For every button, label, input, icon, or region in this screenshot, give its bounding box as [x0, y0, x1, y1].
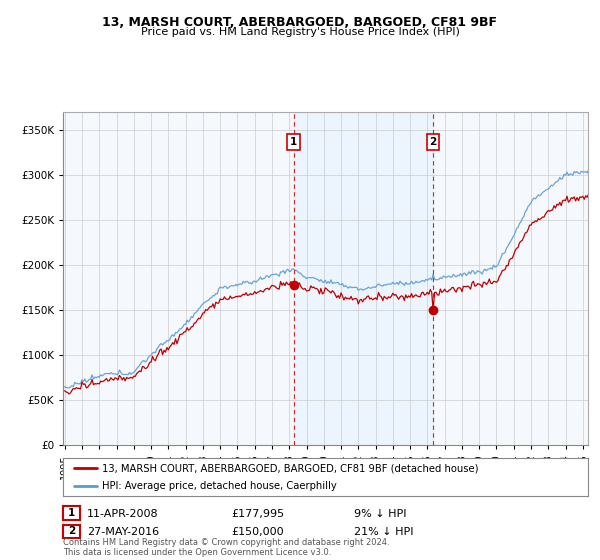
Text: 2: 2 — [68, 526, 75, 536]
Text: 2: 2 — [430, 137, 437, 147]
Text: 1: 1 — [68, 508, 75, 518]
Text: 21% ↓ HPI: 21% ↓ HPI — [354, 527, 413, 537]
Text: 13, MARSH COURT, ABERBARGOED, BARGOED, CF81 9BF: 13, MARSH COURT, ABERBARGOED, BARGOED, C… — [103, 16, 497, 29]
Text: Price paid vs. HM Land Registry's House Price Index (HPI): Price paid vs. HM Land Registry's House … — [140, 27, 460, 37]
Bar — [293, 112, 433, 445]
Text: Contains HM Land Registry data © Crown copyright and database right 2024.
This d: Contains HM Land Registry data © Crown c… — [63, 538, 389, 557]
Text: 13, MARSH COURT, ABERBARGOED, BARGOED, CF81 9BF (detached house): 13, MARSH COURT, ABERBARGOED, BARGOED, C… — [103, 463, 479, 473]
Text: £177,995: £177,995 — [231, 508, 284, 519]
Text: 11-APR-2008: 11-APR-2008 — [87, 508, 158, 519]
Text: 1: 1 — [290, 137, 297, 147]
Text: 27-MAY-2016: 27-MAY-2016 — [87, 527, 159, 537]
Text: £150,000: £150,000 — [231, 527, 284, 537]
Text: 9% ↓ HPI: 9% ↓ HPI — [354, 508, 407, 519]
Text: HPI: Average price, detached house, Caerphilly: HPI: Average price, detached house, Caer… — [103, 481, 337, 491]
